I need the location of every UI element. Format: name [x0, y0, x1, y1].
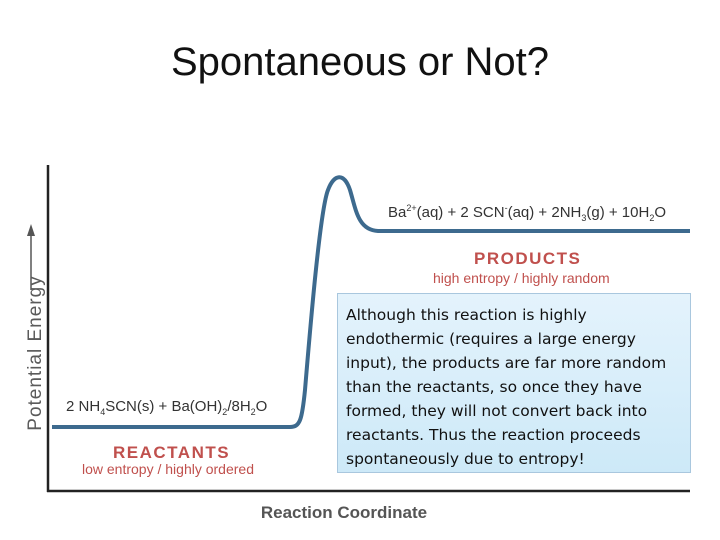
products-heading: PRODUCTS: [474, 249, 582, 268]
reactants-equation: 2 NH4SCN(s) + Ba(OH)2/8H2O: [66, 398, 268, 417]
products-equation: Ba2+(aq) + 2 SCN-(aq) + 2NH3(g) + 10H2O: [388, 203, 667, 223]
slide-title: Spontaneous or Not?: [170, 40, 550, 84]
reactants-subheading: low entropy / highly ordered: [82, 461, 254, 477]
products-subheading: high entropy / highly random: [433, 270, 610, 286]
y-axis-arrow-head: [27, 224, 35, 236]
energy-curve: [52, 175, 690, 429]
x-axis-label-text: Reaction Coordinate: [260, 503, 428, 522]
y-axis-label: Potential Energy: [25, 275, 46, 431]
reactants-heading: REACTANTS: [113, 443, 231, 462]
x-axis-label: Reaction Coordinate: [0, 503, 688, 523]
explanation-note: Although this reaction is highly endothe…: [337, 293, 691, 473]
